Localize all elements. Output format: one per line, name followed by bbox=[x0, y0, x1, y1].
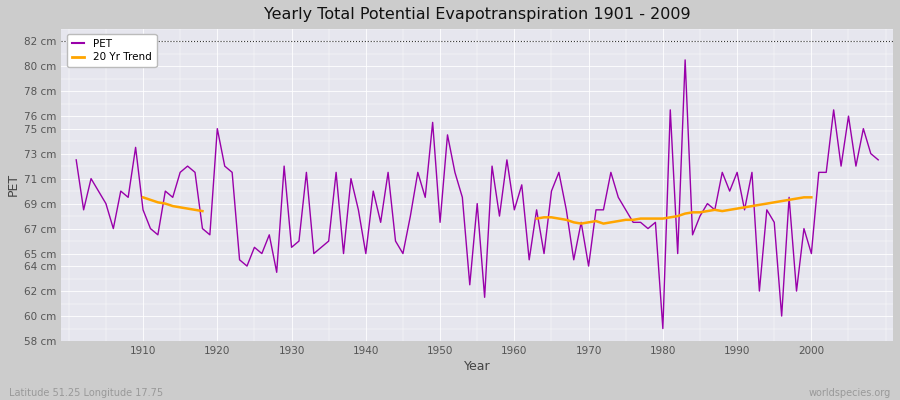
Legend: PET, 20 Yr Trend: PET, 20 Yr Trend bbox=[67, 34, 157, 68]
Y-axis label: PET: PET bbox=[7, 173, 20, 196]
Text: Latitude 51.25 Longitude 17.75: Latitude 51.25 Longitude 17.75 bbox=[9, 388, 163, 398]
Title: Yearly Total Potential Evapotranspiration 1901 - 2009: Yearly Total Potential Evapotranspiratio… bbox=[264, 7, 690, 22]
X-axis label: Year: Year bbox=[464, 360, 490, 373]
Text: worldspecies.org: worldspecies.org bbox=[809, 388, 891, 398]
